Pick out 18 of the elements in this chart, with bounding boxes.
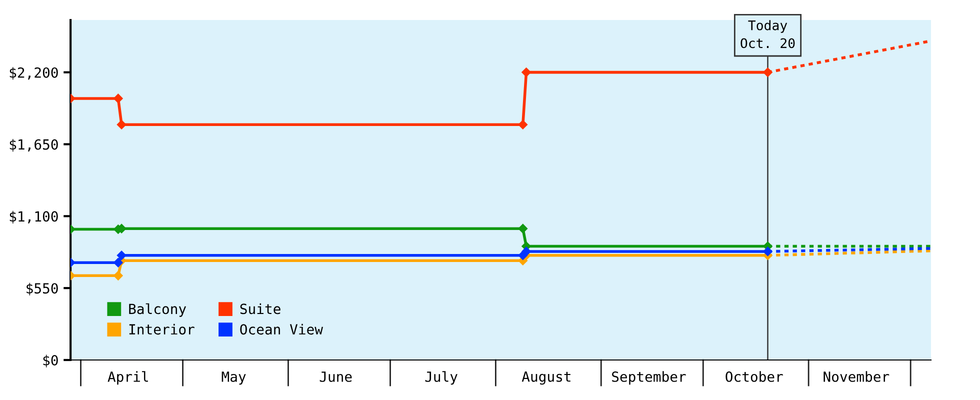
x-tick-label: August: [522, 372, 570, 385]
y-tick-label: $0: [43, 354, 58, 368]
x-tick-label: June: [320, 372, 352, 382]
ref-line-label: Today Oct. 20: [740, 20, 795, 48]
y-tick-label: $1,650: [10, 138, 58, 152]
x-tick-label: October: [726, 371, 783, 382]
x-tick-label: November: [824, 371, 890, 382]
legend-label: Suite: [240, 303, 280, 314]
y-tick-label: $550: [26, 282, 58, 296]
x-tick-label: April: [108, 371, 148, 385]
legend-label: Ocean View: [240, 324, 323, 335]
x-tick-label: September: [612, 371, 686, 385]
x-tick-label: May: [222, 372, 246, 385]
legend-label: Interior: [129, 324, 194, 335]
legend-label: Balcony: [129, 303, 186, 317]
y-tick-label: $2,200: [10, 67, 58, 80]
x-tick-label: July: [425, 371, 458, 385]
y-tick-label: $1,100: [10, 210, 58, 224]
